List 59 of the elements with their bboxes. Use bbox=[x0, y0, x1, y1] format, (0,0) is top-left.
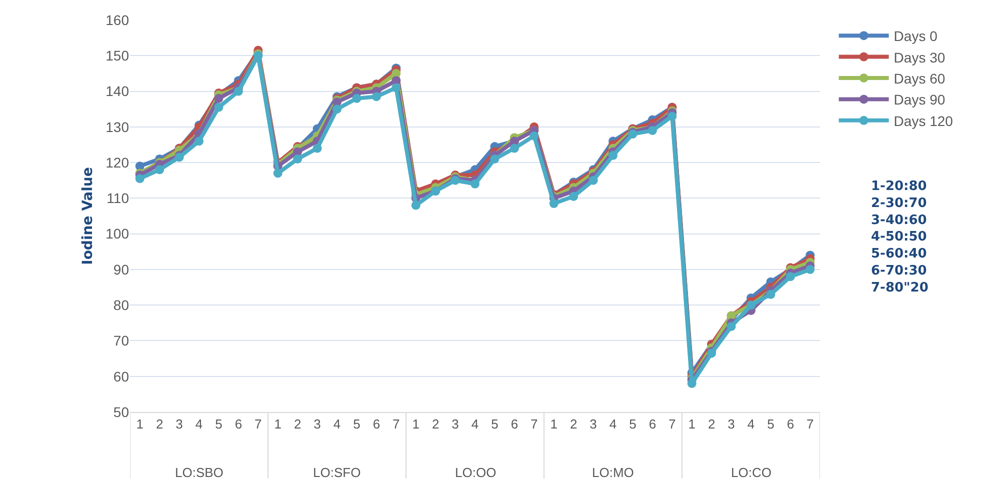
x-tick-label: 2 bbox=[708, 416, 716, 432]
y-tick-label: 130 bbox=[106, 118, 130, 135]
x-tick-label: 6 bbox=[648, 416, 656, 432]
y-tick-label: 160 bbox=[106, 12, 130, 28]
text: LO:SBO bbox=[175, 465, 224, 480]
x-tick-label: 2 bbox=[432, 416, 440, 432]
x-tick-label: 1 bbox=[688, 416, 696, 432]
x-tick-label: 1 bbox=[136, 416, 144, 432]
x-tick-label: 3 bbox=[590, 416, 597, 432]
x-tick-label: 3 bbox=[728, 416, 735, 432]
x-tick-label: 1 bbox=[412, 416, 420, 432]
x-tick-label: 2 bbox=[294, 416, 302, 432]
x-tick-label: 6 bbox=[786, 416, 794, 432]
y-tick-label: 90 bbox=[113, 261, 130, 278]
legend-label: Days 120 bbox=[894, 112, 954, 129]
x-tick-label: 4 bbox=[195, 416, 203, 432]
x-tick-label: 7 bbox=[530, 416, 538, 432]
text: LO:CO bbox=[731, 465, 772, 480]
x-tick-label: 7 bbox=[668, 416, 676, 432]
y-axis-title: Iodine Value bbox=[80, 167, 96, 265]
x-tick-label: 5 bbox=[629, 416, 636, 432]
x-tick-label: 2 bbox=[570, 416, 578, 432]
x-tick-label: 5 bbox=[215, 416, 222, 432]
x-tick-label: 6 bbox=[510, 416, 518, 432]
y-tick-label: 110 bbox=[106, 190, 130, 206]
x-tick-label: 3 bbox=[314, 416, 321, 432]
y-tick-label: 60 bbox=[113, 368, 130, 384]
x-tick-label: 3 bbox=[176, 416, 183, 432]
x-tick-label: 4 bbox=[747, 416, 755, 432]
x-tick-label: 7 bbox=[392, 416, 400, 432]
y-tick-label: 140 bbox=[106, 83, 130, 100]
x-tick-label: 2 bbox=[156, 416, 164, 432]
x-tick-label: 4 bbox=[471, 416, 479, 432]
legend-label: Days 60 bbox=[894, 70, 946, 86]
x-tick-label: 4 bbox=[333, 416, 341, 432]
x-tick-label: 1 bbox=[550, 416, 558, 432]
x-tick-label: 4 bbox=[609, 416, 617, 432]
x-tick-label: 5 bbox=[491, 416, 498, 432]
y-tick-label: 70 bbox=[113, 332, 130, 349]
x-tick-label: 6 bbox=[372, 416, 380, 432]
y-tick-label: 80 bbox=[113, 296, 130, 313]
x-tick-label: 1 bbox=[274, 416, 282, 432]
legend-label: Days 90 bbox=[894, 92, 946, 108]
legend-label: Days 0 bbox=[894, 28, 938, 44]
y-tick-label: 50 bbox=[113, 404, 130, 420]
legend-label: Days 30 bbox=[894, 49, 946, 66]
x-tick-label: 5 bbox=[767, 416, 774, 432]
x-tick-label: 7 bbox=[806, 416, 814, 432]
x-tick-label: 6 bbox=[234, 416, 242, 432]
text: LO:MO bbox=[592, 465, 634, 480]
text: LO:SFO bbox=[313, 465, 361, 480]
x-tick-label: 3 bbox=[452, 416, 459, 432]
x-tick-label: 7 bbox=[254, 416, 262, 432]
y-tick-label: 150 bbox=[106, 48, 130, 64]
y-tick-label: 100 bbox=[106, 226, 130, 242]
text: 1-20:80 2-30:70 3-40:60 4-50:50 5-60:40 6-70:30 7-80"20 bbox=[871, 179, 928, 296]
text: LO:OO bbox=[455, 465, 496, 480]
y-tick-label: 120 bbox=[106, 154, 130, 170]
x-tick-label: 5 bbox=[353, 416, 360, 432]
